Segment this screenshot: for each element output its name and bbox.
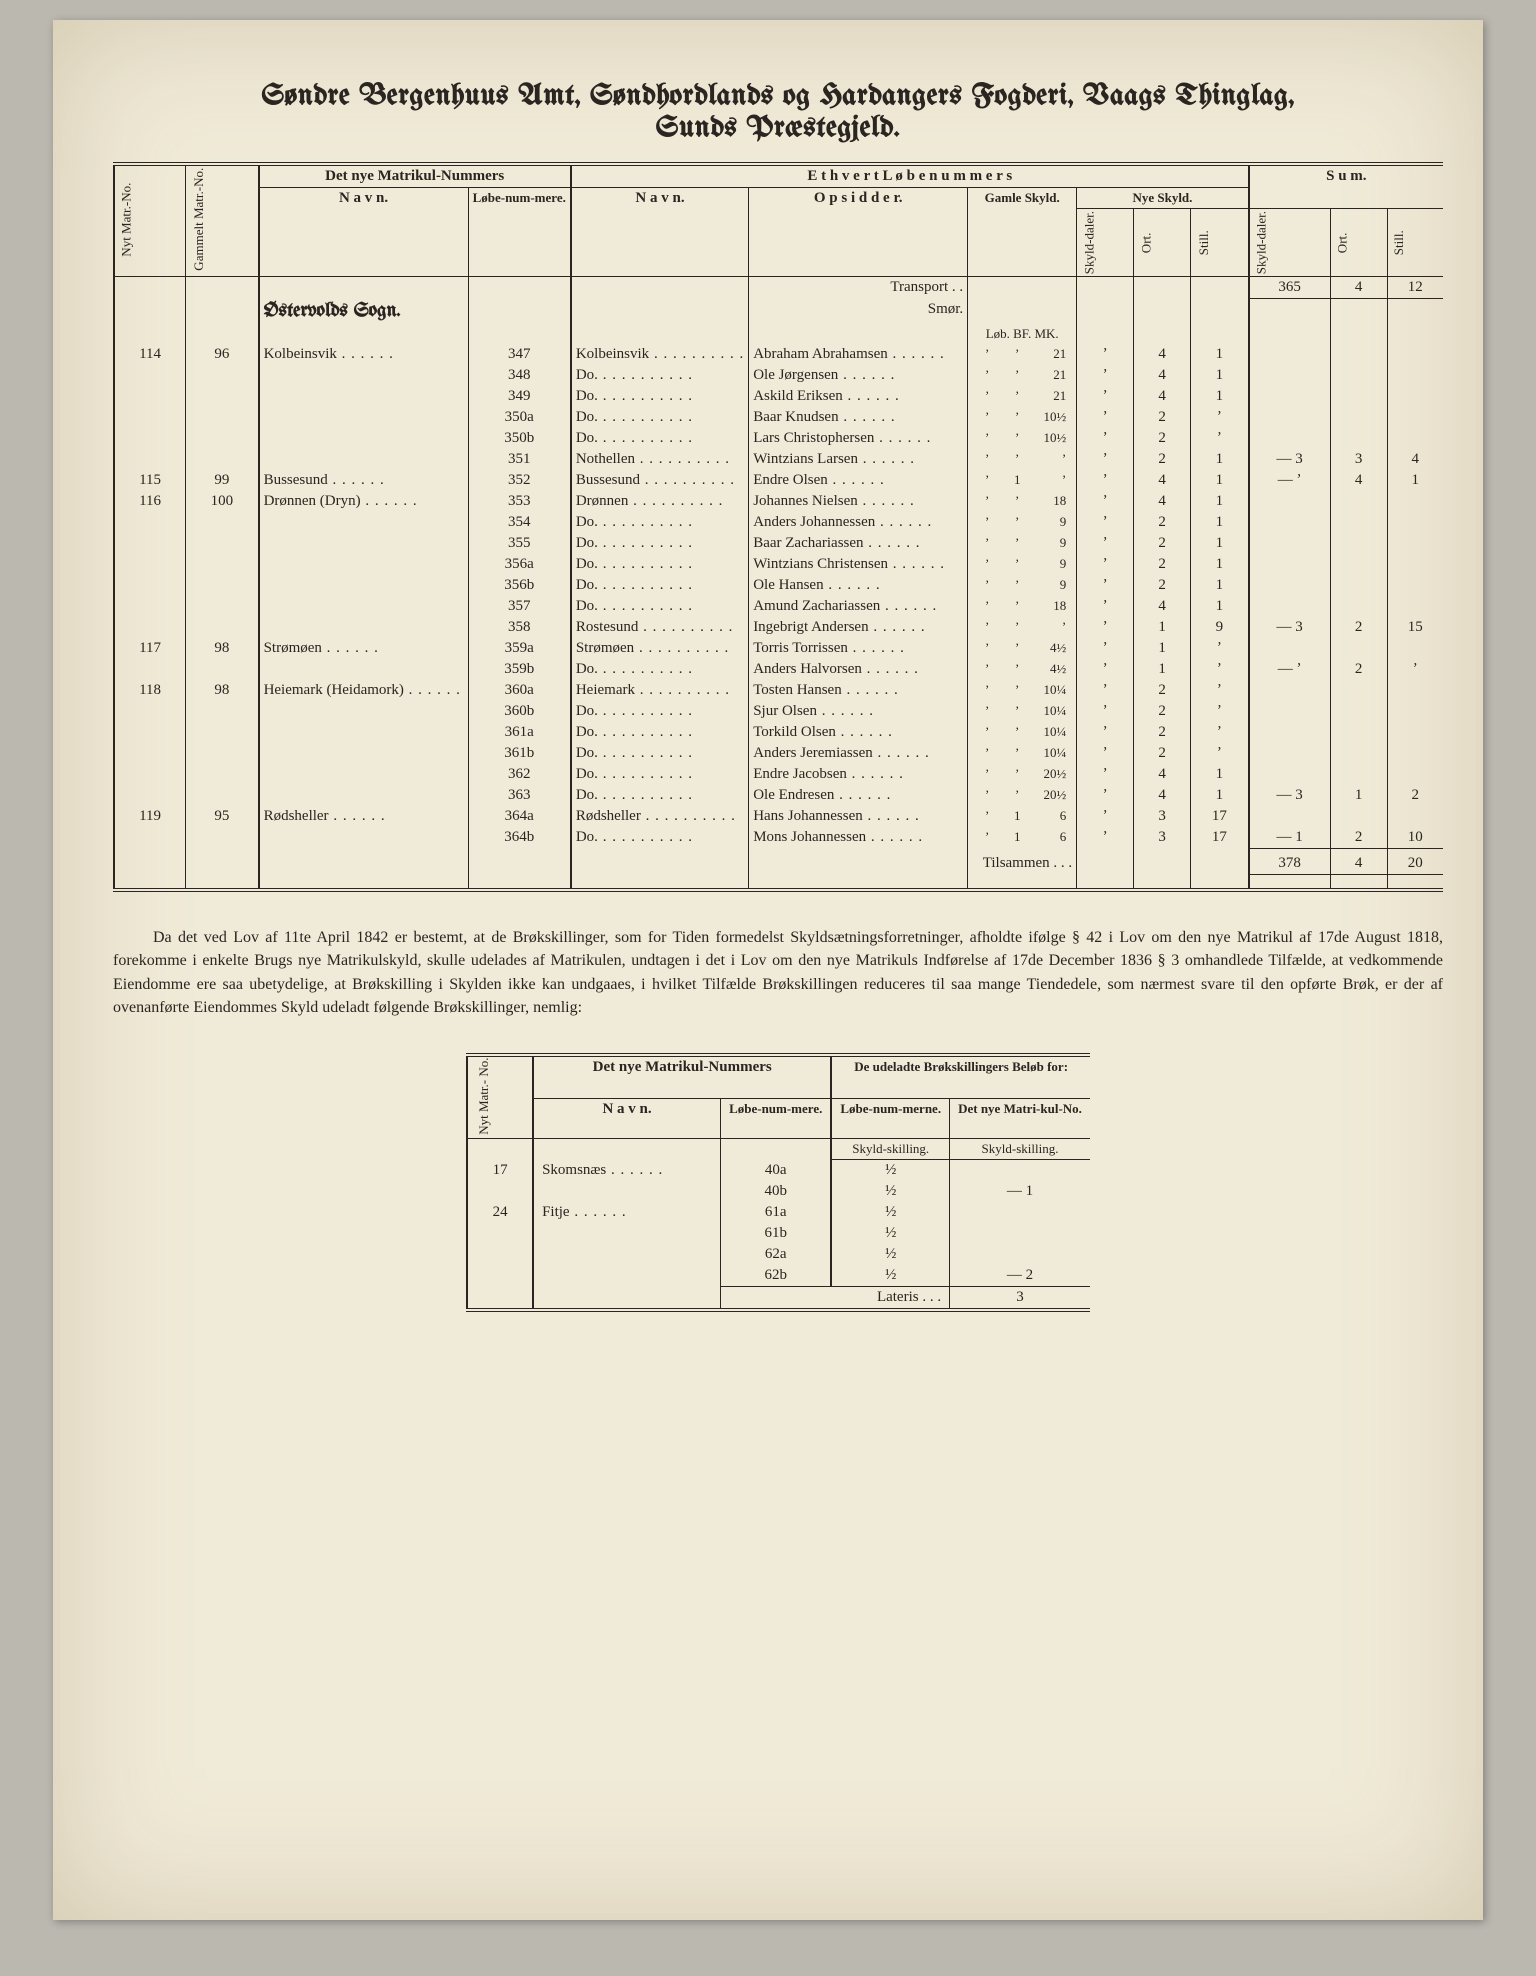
col-nyt-matr: Nyt Matr.-No.	[114, 164, 186, 277]
col-gml-matr: Gammelt Matr.-No.	[186, 164, 259, 277]
table-row: 349Do.Askild Eriksenʼʼ21ʼ41	[114, 386, 1443, 407]
lateris: Lateris . . .	[721, 1287, 950, 1311]
table-row: 357Do.Amund Zachariassenʼʼ18ʼ41	[114, 596, 1443, 617]
table-row: 355Do.Baar Zachariassenʼʼ9ʼ21	[114, 533, 1443, 554]
sub-navn: N a v n.	[533, 1098, 721, 1139]
sub-lobe: Løbe-num-mere.	[721, 1098, 832, 1139]
paragraph: Da det ved Lov af 11te April 1842 er bes…	[113, 926, 1443, 1019]
table-row: 350bDo.Lars Christophersenʼʼ10½ʼ2ʼ	[114, 428, 1443, 449]
page-title: Søndre Bergenhuus Amt, Søndhordlands og …	[113, 80, 1443, 144]
col-sums: Still.	[1387, 209, 1443, 277]
tilsammen-d: 378	[1249, 853, 1330, 875]
main-table: Nyt Matr.-No. Gammelt Matr.-No. Det nye …	[113, 162, 1443, 892]
title-line2: Sunds Præstegjeld.	[113, 112, 1443, 144]
col-sum: S u m.	[1249, 164, 1443, 209]
sub-nyt: Nyt Matr.- No.	[467, 1055, 533, 1139]
table-row: 11798Strømøen359aStrømøenTorris Torrisse…	[114, 638, 1443, 659]
table-row: 363Do.Ole Endresenʼʼ20½ʼ41— 312	[114, 785, 1443, 806]
table-row: 360bDo.Sjur Olsenʼʼ10¼ʼ2ʼ	[114, 701, 1443, 722]
table-row: 11599Bussesund352BussesundEndre Olsenʼ1ʼ…	[114, 470, 1443, 491]
col-gskyld: Gamle Skyld.	[968, 188, 1077, 277]
table-row: 359bDo.Anders Halvorsenʼʼ4½ʼ1ʼ— ʼ2ʼ	[114, 659, 1443, 680]
transport-d: 365	[1249, 277, 1330, 299]
document-page: Søndre Bergenhuus Amt, Søndhordlands og …	[53, 20, 1483, 1920]
table-row: 350aDo.Baar Knudsenʼʼ10½ʼ2ʼ	[114, 407, 1443, 428]
sub-belob: De udeladte Brøkskillingers Beløb for:	[831, 1055, 1090, 1098]
col-navn2: N a v n.	[571, 188, 749, 277]
sub-detnye: Det nye Matrikul-Nummers	[533, 1055, 831, 1098]
transport-s: 12	[1387, 277, 1443, 299]
col-navn: N a v n.	[259, 188, 469, 277]
col-sumo: Ort.	[1330, 209, 1387, 277]
table-row: 358RostesundIngebrigt Andersenʼʼʼʼ19— 32…	[114, 617, 1443, 638]
tilsammen-s: 20	[1387, 853, 1443, 875]
tilsammen-o: 4	[1330, 853, 1387, 875]
sogn-heading: Østervolds Sogn.	[259, 299, 469, 324]
col-sumd: Skyld-daler.	[1249, 209, 1330, 277]
table-row: 361bDo.Anders Jeremiassenʼʼ10¼ʼ2ʼ	[114, 743, 1443, 764]
sub-loben: Løbe-num-merne.	[831, 1098, 949, 1139]
lateris-val: 3	[950, 1287, 1090, 1311]
col-still: Still.	[1191, 209, 1249, 277]
table-row: 11496Kolbeinsvik347KolbeinsvikAbraham Ab…	[114, 344, 1443, 365]
table-row: 362Do.Endre Jacobsenʼʼ20½ʼ41	[114, 764, 1443, 785]
col-detnye: Det nye Matrikul-Nummers	[259, 164, 571, 188]
table-row: 351NothellenWintzians Larsenʼʼʼʼ21— 334	[114, 449, 1443, 470]
table-row: 62b½— 2	[467, 1265, 1090, 1287]
col-ethvert: E t h v e r t L ø b e n u m m e r s	[571, 164, 1249, 188]
table-row: 17Skomsnæs40a½	[467, 1160, 1090, 1182]
table-row: 348Do.Ole Jørgensenʼʼ21ʼ41	[114, 365, 1443, 386]
table-row: 62a½	[467, 1244, 1090, 1265]
col-nskyld: Nye Skyld.	[1077, 188, 1249, 209]
transport-label: Transport . .	[749, 277, 968, 299]
col-daler: Skyld-daler.	[1077, 209, 1134, 277]
col-lobe: Løbe-num-mere.	[468, 188, 571, 277]
sub-matrno: Det nye Matri-kul-No.	[950, 1098, 1090, 1139]
sub-still1: Skyld-skilling.	[831, 1139, 949, 1160]
table-row: 354Do.Anders Johannessenʼʼ9ʼ21	[114, 512, 1443, 533]
table-row: 11898Heiemark (Heidamork)360aHeiemarkTos…	[114, 680, 1443, 701]
transport-o: 4	[1330, 277, 1387, 299]
table-row: 364bDo.Mons Johannessenʼ16ʼ317— 1210	[114, 827, 1443, 849]
table-row: 61b½	[467, 1223, 1090, 1244]
table-row: 356aDo.Wintzians Christensenʼʼ9ʼ21	[114, 554, 1443, 575]
smor-label: Smør.	[749, 299, 968, 324]
sub-table: Nyt Matr.- No. Det nye Matrikul-Nummers …	[466, 1053, 1090, 1312]
title-line1: Søndre Bergenhuus Amt, Søndhordlands og …	[262, 80, 1295, 112]
table-row: 356bDo.Ole Hansenʼʼ9ʼ21	[114, 575, 1443, 596]
table-row: 24Fitje61a½	[467, 1202, 1090, 1223]
table-row: 361aDo.Torkild Olsenʼʼ10¼ʼ2ʼ	[114, 722, 1443, 743]
table-row: 11995Rødsheller364aRødshellerHans Johann…	[114, 806, 1443, 827]
tilsammen-label: Tilsammen . . .	[968, 853, 1077, 875]
col-ops: O p s i d d e r.	[749, 188, 968, 277]
units: Løb. BF. MK.	[968, 324, 1077, 344]
table-row: 116100Drønnen (Dryn)353DrønnenJohannes N…	[114, 491, 1443, 512]
sub-still2: Skyld-skilling.	[950, 1139, 1090, 1160]
table-row: 40b½— 1	[467, 1181, 1090, 1202]
col-ort: Ort.	[1134, 209, 1191, 277]
